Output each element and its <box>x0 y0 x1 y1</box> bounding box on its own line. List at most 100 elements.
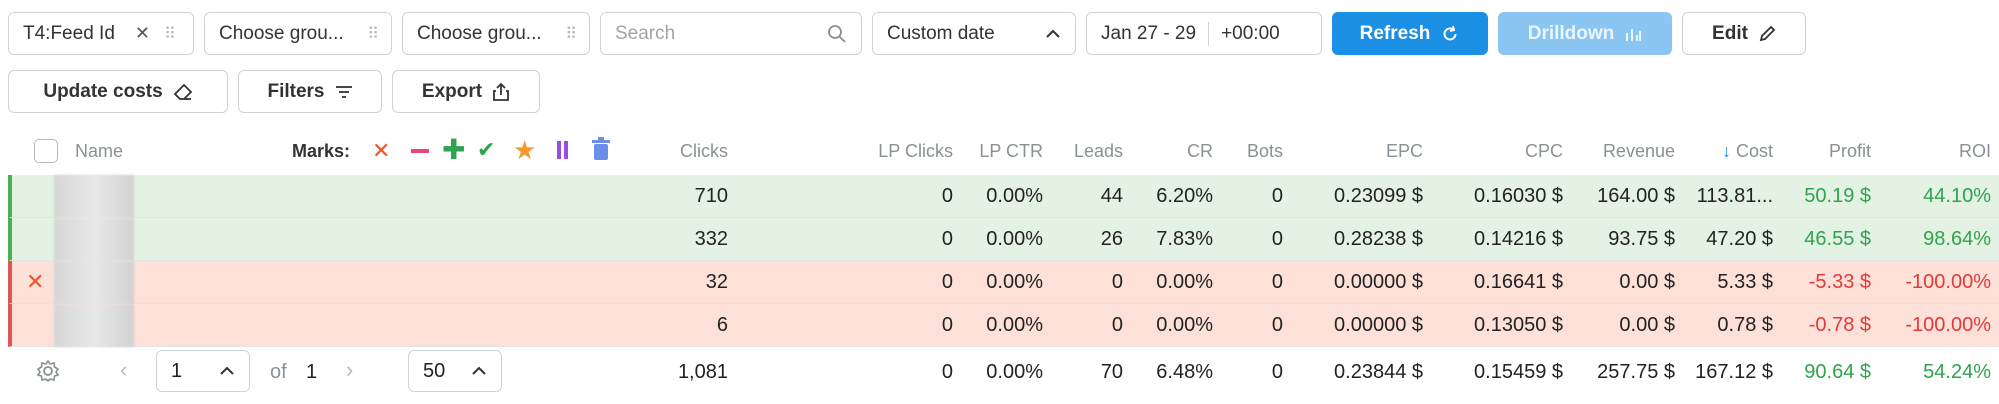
search-input[interactable]: Search <box>600 12 862 55</box>
cell-leads: 44 <box>1100 185 1123 207</box>
cell-cpc: 0.16641 $ <box>1474 271 1563 293</box>
group-select-2-label: Choose grou... <box>417 22 542 44</box>
cell-epc: 0.23099 $ <box>1334 185 1423 207</box>
cell-epc: 0.28238 $ <box>1334 228 1423 250</box>
chevron-up-icon <box>1046 29 1060 38</box>
stats-table: Name Marks: ✕ ✚ ✔ ★ Clicks LP Clicks LP … <box>8 127 1999 347</box>
next-page-icon[interactable]: › <box>346 357 354 382</box>
feed-id-filter-chip[interactable]: T4:Feed Id ✕ ⠿ <box>8 12 194 55</box>
group-select-2[interactable]: Choose grou... ⠿ <box>402 12 590 55</box>
update-costs-label: Update costs <box>43 80 163 102</box>
header-clicks[interactable]: Clicks <box>680 141 728 161</box>
total-pages: 1 <box>306 361 318 383</box>
select-all-checkbox[interactable] <box>34 139 58 163</box>
mark-pause-icon[interactable] <box>557 141 561 159</box>
header-profit[interactable]: Profit <box>1828 141 1871 161</box>
header-bots[interactable]: Bots <box>1246 141 1283 161</box>
header-leads[interactable]: Leads <box>1073 141 1123 161</box>
total-epc: 0.23844 $ <box>1334 361 1423 383</box>
cell-lp-clicks: 0 <box>941 271 953 293</box>
cell-profit: 50.19 $ <box>1804 185 1871 207</box>
cell-cpc: 0.14216 $ <box>1474 228 1563 250</box>
date-range-picker[interactable]: Jan 27 - 29 +00:00 <box>1086 12 1322 55</box>
gear-icon[interactable] <box>36 359 60 383</box>
date-range-label: Jan 27 - 29 <box>1101 22 1197 44</box>
cell-leads: 0 <box>1111 314 1123 336</box>
cell-lp-ctr: 0.00% <box>986 228 1043 250</box>
cell-clicks: 332 <box>694 228 728 250</box>
group-select-1[interactable]: Choose grou... ⠿ <box>204 12 392 55</box>
refresh-button[interactable]: Refresh <box>1332 12 1488 55</box>
cell-cpc: 0.16030 $ <box>1474 185 1563 207</box>
total-bots: 0 <box>1271 361 1283 383</box>
prev-page-icon[interactable]: ‹ <box>120 357 128 382</box>
cell-bots: 0 <box>1271 314 1283 336</box>
export-button[interactable]: Export <box>392 70 540 113</box>
cell-cost: 5.33 $ <box>1717 271 1773 293</box>
total-roi: 54.24% <box>1923 361 1991 383</box>
table-row[interactable]: 710 0 0.00% 44 6.20% 0 0.23099 $ 0.16030… <box>8 175 1999 218</box>
header-lp-clicks[interactable]: LP Clicks <box>878 141 953 161</box>
header-cr[interactable]: CR <box>1187 141 1213 161</box>
mark-x-icon[interactable]: ✕ <box>372 138 391 163</box>
table-header: Name Marks: ✕ ✚ ✔ ★ Clicks LP Clicks LP … <box>8 127 1999 175</box>
header-epc[interactable]: EPC <box>1385 141 1423 161</box>
pencil-icon <box>1758 25 1776 43</box>
cell-cr: 7.83% <box>1156 228 1213 250</box>
table-row[interactable]: ✕ 32 0 0.00% 0 0.00% 0 0.00000 $ 0.16641… <box>8 261 1999 304</box>
cell-epc: 0.00000 $ <box>1334 271 1423 293</box>
thumbnail-image <box>54 175 134 218</box>
mark-star-icon[interactable]: ★ <box>513 135 537 165</box>
table-footer: ‹ 1 of 1 › 50 1,081 0 0.00% 70 6.48% 0 0… <box>8 345 1999 397</box>
update-costs-button[interactable]: Update costs <box>8 70 228 113</box>
toolbar-bottom: Update costs Filters Export <box>8 70 550 113</box>
total-cpc: 0.15459 $ <box>1474 361 1563 383</box>
divider <box>1208 21 1210 46</box>
cell-leads: 26 <box>1100 228 1123 250</box>
drilldown-label: Drilldown <box>1527 22 1615 44</box>
header-lp-ctr[interactable]: LP CTR <box>979 141 1043 161</box>
drag-handle-icon[interactable]: ⠿ <box>367 25 379 43</box>
cell-leads: 0 <box>1111 271 1123 293</box>
cell-cr: 0.00% <box>1156 314 1213 336</box>
drag-handle-icon[interactable]: ⠿ <box>565 25 577 43</box>
edit-label: Edit <box>1712 22 1748 44</box>
row-mark-x-icon[interactable]: ✕ <box>26 269 45 294</box>
per-page-select[interactable]: 50 <box>408 350 502 392</box>
cell-roi: -100.00% <box>1905 314 1991 336</box>
filters-button[interactable]: Filters <box>238 70 382 113</box>
cell-lp-ctr: 0.00% <box>986 185 1043 207</box>
cell-clicks: 32 <box>705 271 728 293</box>
mark-minus-icon[interactable] <box>411 149 429 153</box>
close-icon[interactable]: ✕ <box>134 23 150 43</box>
cell-roi: 44.10% <box>1923 185 1991 207</box>
total-lp-clicks: 0 <box>941 361 953 383</box>
edit-button[interactable]: Edit <box>1682 12 1806 55</box>
total-cost: 167.12 $ <box>1695 361 1773 383</box>
table-row[interactable]: 6 0 0.00% 0 0.00% 0 0.00000 $ 0.13050 $ … <box>8 304 1999 347</box>
mark-check-icon[interactable]: ✔ <box>477 137 496 162</box>
cell-revenue: 0.00 $ <box>1619 271 1675 293</box>
mark-trash-icon[interactable] <box>591 137 611 161</box>
header-roi[interactable]: ROI <box>1958 141 1991 161</box>
drag-handle-icon[interactable]: ⠿ <box>163 25 176 43</box>
cell-profit: -5.33 $ <box>1808 271 1871 293</box>
total-cr: 6.48% <box>1156 361 1213 383</box>
header-cost[interactable]: ↓ Cost <box>1675 141 1773 162</box>
header-cost-label: Cost <box>1735 141 1773 161</box>
cell-cost: 47.20 $ <box>1706 228 1773 250</box>
date-mode-select[interactable]: Custom date <box>872 12 1076 55</box>
header-name[interactable]: Name <box>75 141 124 161</box>
mark-plus-icon[interactable]: ✚ <box>442 134 466 165</box>
header-revenue[interactable]: Revenue <box>1602 141 1675 161</box>
total-clicks: 1,081 <box>677 361 728 383</box>
drilldown-button[interactable]: Drilldown <box>1498 12 1672 55</box>
search-placeholder: Search <box>615 22 676 44</box>
table-row[interactable]: 332 0 0.00% 26 7.83% 0 0.28238 $ 0.14216… <box>8 218 1999 261</box>
header-cpc[interactable]: CPC <box>1524 141 1563 161</box>
cell-cost: 113.81... <box>1696 185 1773 207</box>
filter-lines-icon <box>335 85 353 99</box>
chevron-up-icon <box>220 366 234 375</box>
page-number-input[interactable]: 1 <box>156 350 250 392</box>
cell-cost: 0.78 $ <box>1717 314 1773 336</box>
